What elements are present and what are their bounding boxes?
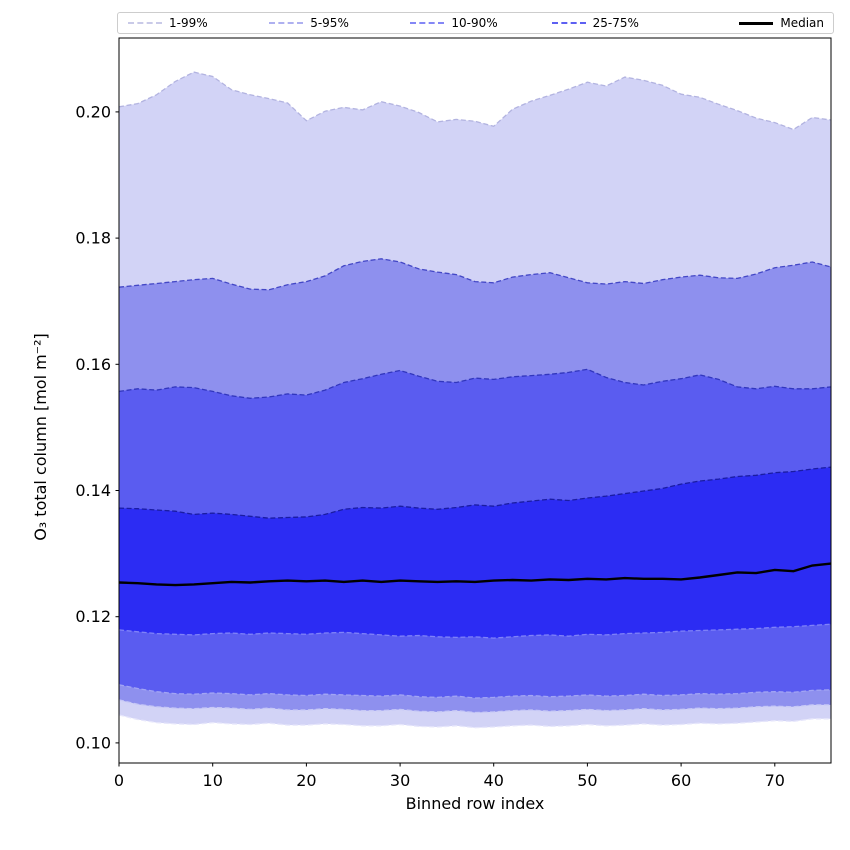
legend-swatch-10-90 <box>410 22 445 24</box>
x-tick-label: 0 <box>114 771 124 790</box>
legend-item-1-99: 1-99% <box>118 16 259 30</box>
lower-edge-10-90% <box>118 684 832 699</box>
lower-edge-1-99% <box>118 714 831 729</box>
legend-item-median: Median <box>683 16 833 30</box>
upper-edge-25-75% <box>118 466 832 519</box>
legend-item-10-90: 10-90% <box>400 16 541 30</box>
y-axis-label: O₃ total column [mol m⁻²] <box>31 333 50 541</box>
y-tick-label: 0.10 <box>75 733 111 752</box>
axes-spines <box>118 37 832 764</box>
x-tick-label: 20 <box>296 771 316 790</box>
x-tick-label: 70 <box>765 771 785 790</box>
lower-edge-25-75% <box>118 623 832 639</box>
upper-edge-1-99% <box>118 71 832 131</box>
legend: 1-99% 5-95% 10-90% 25-75% Median <box>117 12 834 34</box>
legend-item-25-75: 25-75% <box>542 16 683 30</box>
y-tick-labels: 0.10 0.12 0.14 0.16 0.18 0.20 <box>75 102 111 752</box>
x-tick-label: 10 <box>203 771 223 790</box>
x-tick-label: 30 <box>390 771 410 790</box>
series-layer <box>118 71 832 729</box>
legend-label: 5-95% <box>310 16 349 30</box>
y-tick-label: 0.20 <box>75 102 111 121</box>
lower-edge-5-95% <box>118 699 831 714</box>
legend-item-5-95: 5-95% <box>259 16 400 30</box>
legend-swatch-5-95 <box>269 22 304 24</box>
y-tick-label: 0.16 <box>75 355 111 374</box>
upper-edge-5-95% <box>118 258 832 291</box>
legend-swatch-median <box>739 21 774 25</box>
y-tick-label: 0.18 <box>75 229 111 248</box>
x-axis-label: Binned row index <box>406 794 545 813</box>
y-tick-label: 0.14 <box>75 481 111 500</box>
x-tick-label: 50 <box>577 771 597 790</box>
legend-label: 1-99% <box>169 16 208 30</box>
x-tick-labels: 0 10 20 30 40 50 60 70 <box>114 771 785 790</box>
legend-label: 25-75% <box>592 16 639 30</box>
x-tick-label: 40 <box>484 771 504 790</box>
x-tick-label: 60 <box>671 771 691 790</box>
legend-swatch-1-99 <box>128 22 162 24</box>
upper-edge-10-90% <box>118 368 832 399</box>
median-line <box>118 562 832 587</box>
legend-swatch-25-75 <box>551 22 586 24</box>
legend-label: Median <box>780 16 825 30</box>
band-25-75% <box>119 467 831 639</box>
legend-label: 10-90% <box>451 16 498 30</box>
x-tick-marks <box>118 763 776 767</box>
y-tick-label: 0.12 <box>75 607 111 626</box>
y-tick-marks <box>115 111 119 744</box>
